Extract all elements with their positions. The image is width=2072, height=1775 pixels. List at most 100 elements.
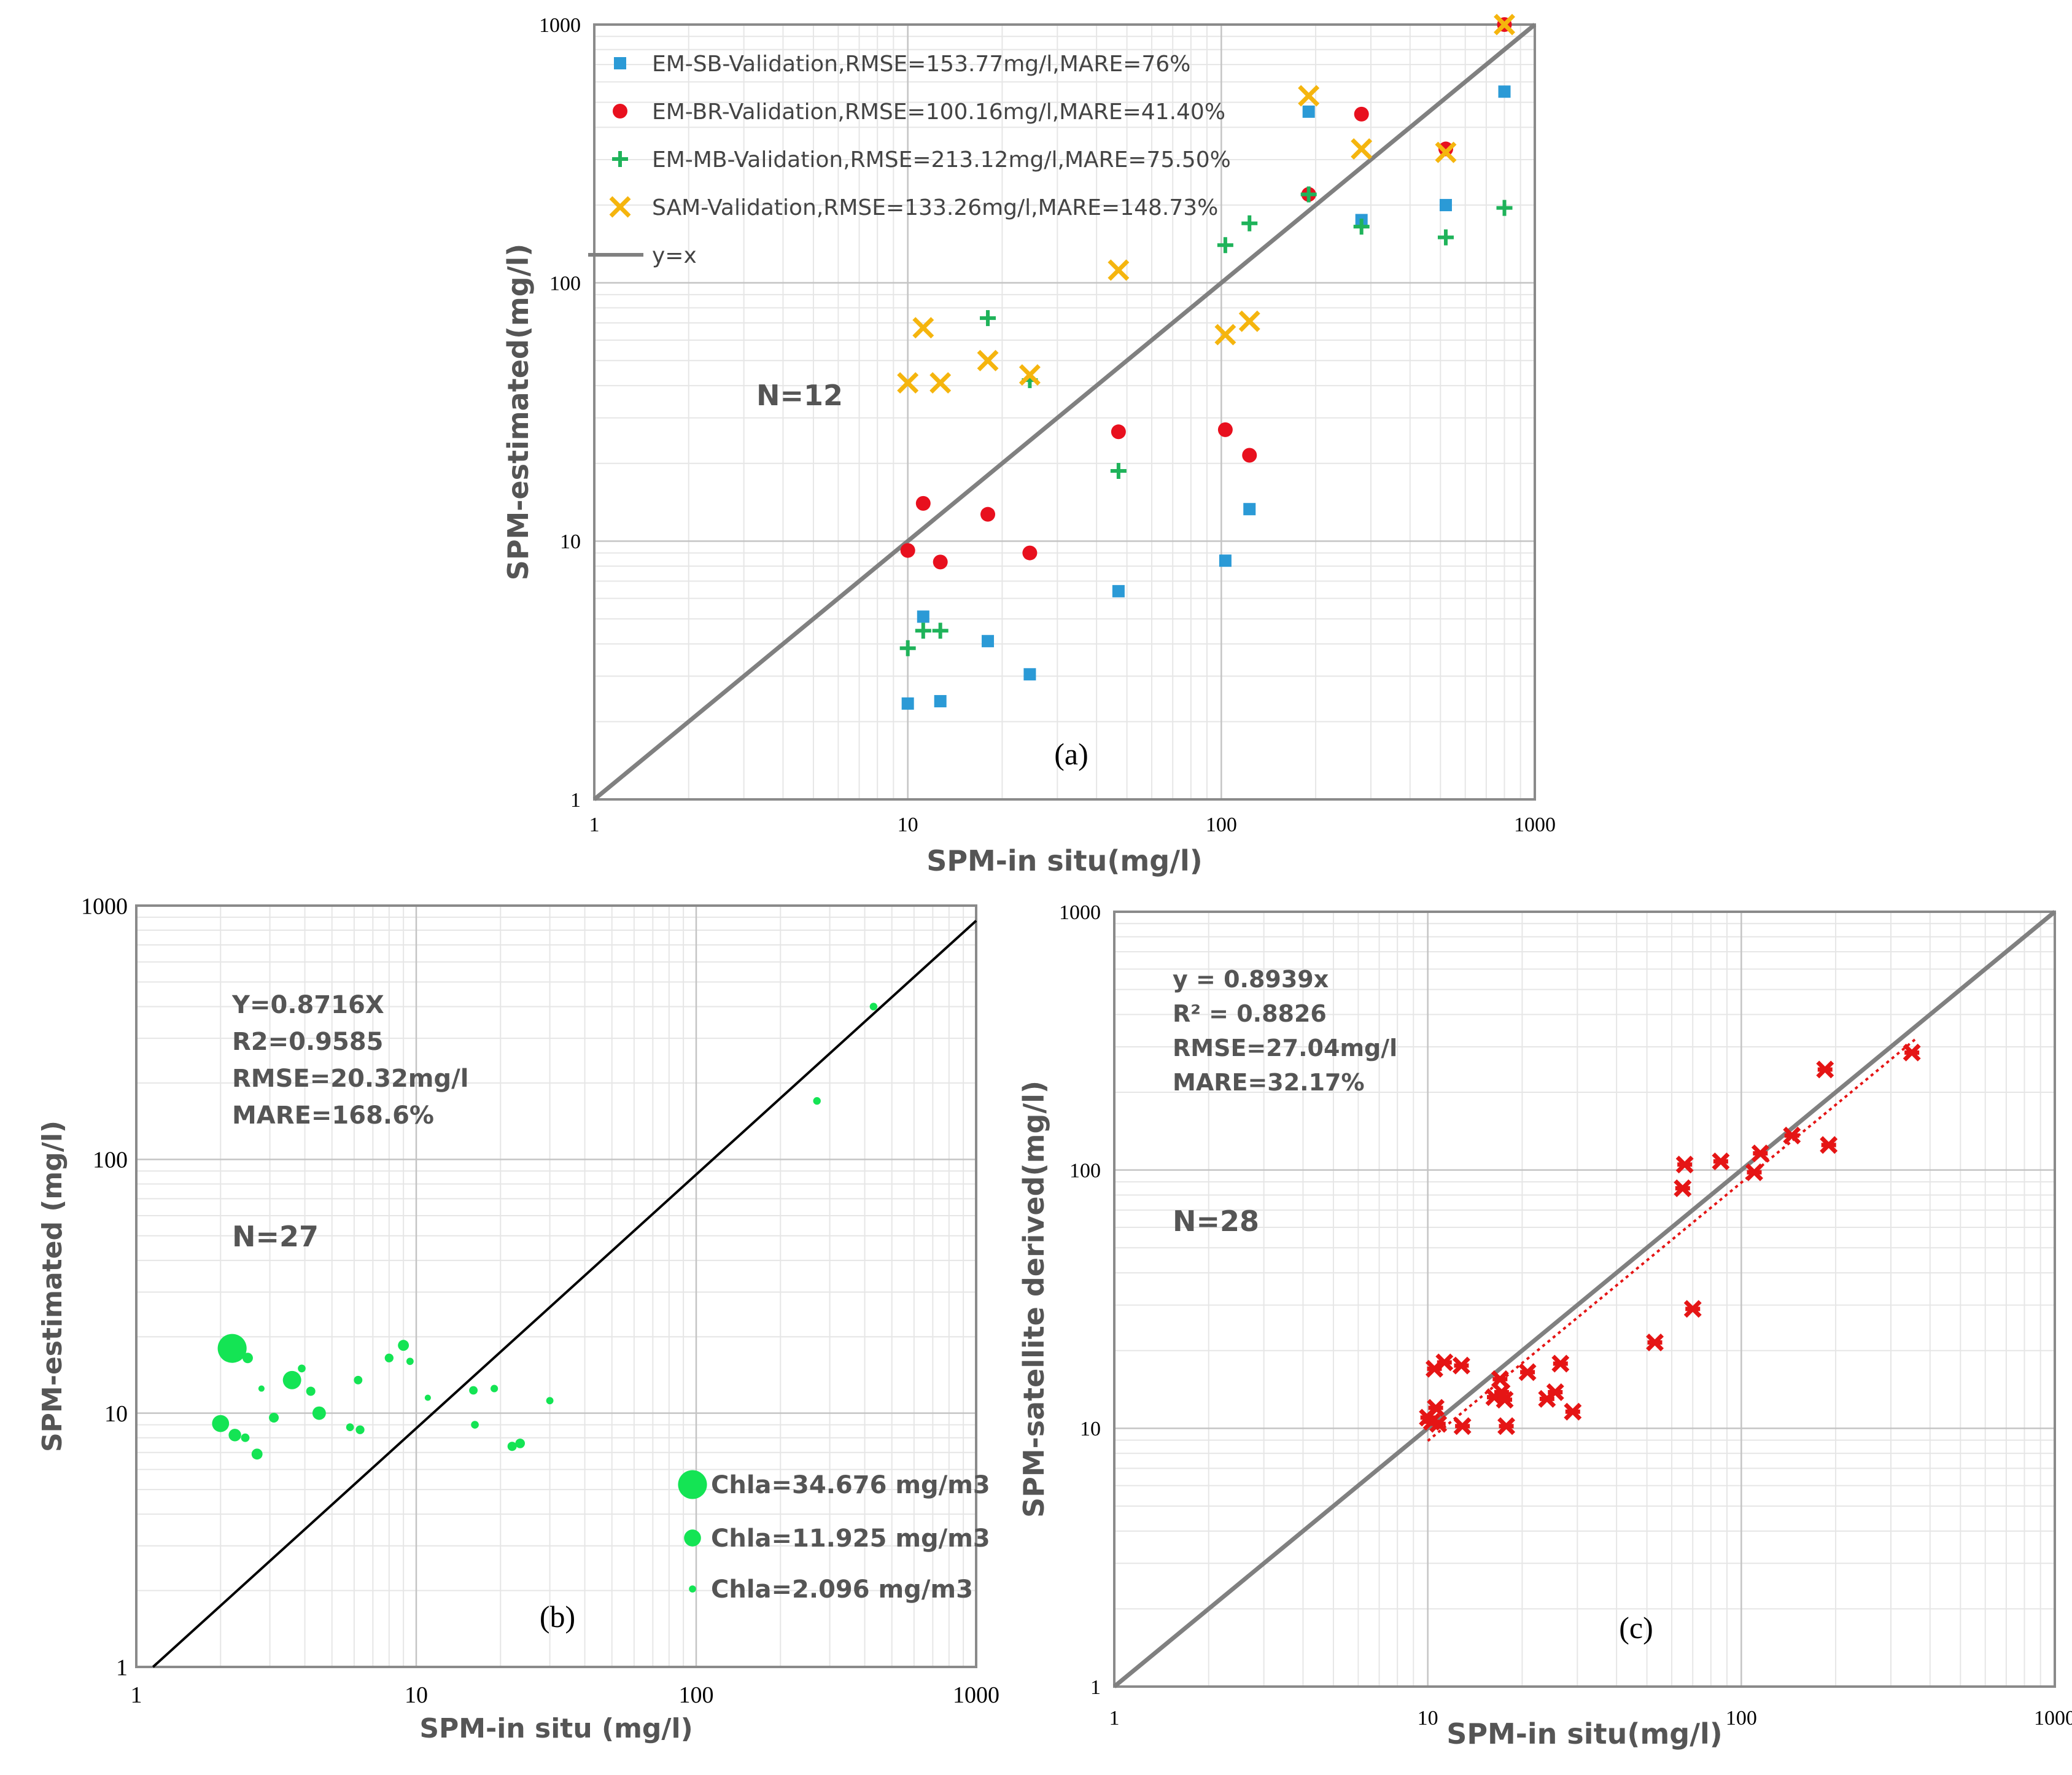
data-point xyxy=(242,1353,253,1364)
data-point xyxy=(298,1364,306,1373)
y-tick-label: 10 xyxy=(104,1401,128,1427)
stat-line: y = 0.8939x xyxy=(1173,966,1329,993)
y-tick-label: 10 xyxy=(1080,1418,1101,1440)
series-2 xyxy=(900,17,1512,570)
data-point xyxy=(1820,1136,1838,1154)
stat-line: MARE=168.6% xyxy=(232,1101,434,1130)
x-tick-label: 100 xyxy=(679,1682,714,1708)
plot-frame xyxy=(593,23,1536,801)
data-point xyxy=(258,1385,265,1392)
data-point xyxy=(241,1433,250,1442)
y-tick-label: 100 xyxy=(1069,1160,1101,1183)
data-point xyxy=(869,1003,878,1011)
legend-marker xyxy=(613,104,627,118)
stat-line: Y=0.8716X xyxy=(231,991,384,1019)
size-legend: Chla=34.676 mg/m3 Chla=11.925 mg/m3 Chla=2… xyxy=(678,1470,990,1604)
data-point xyxy=(1452,1356,1470,1375)
data-point xyxy=(251,1448,263,1460)
data-point xyxy=(1646,1334,1664,1351)
data-point xyxy=(1783,1127,1801,1144)
legend-label: y=x xyxy=(652,243,697,268)
data-point xyxy=(1217,422,1233,437)
legend-label: EM-SB-Validation,RMSE=153.77mg/l,MARE=76… xyxy=(652,52,1190,77)
data-point xyxy=(1023,668,1036,681)
panel-caption: (a) xyxy=(1054,737,1088,771)
y-tick-label: 1000 xyxy=(81,893,128,919)
data-point xyxy=(1453,1417,1472,1435)
data-point xyxy=(507,1442,517,1451)
data-point xyxy=(546,1397,554,1405)
legend-marker xyxy=(614,57,626,69)
data-point xyxy=(915,495,931,511)
data-point xyxy=(1214,324,1236,346)
legend-label: Chla=2.096 mg/m3 xyxy=(711,1575,973,1604)
y-axis-label: SPM-estimated(mg/l) xyxy=(502,244,535,581)
data-point xyxy=(1302,105,1315,118)
y-tick-label: 1 xyxy=(570,789,581,812)
data-point xyxy=(1019,364,1041,386)
legend-label: Chla=34.676 mg/m3 xyxy=(711,1471,990,1499)
data-point xyxy=(1110,462,1127,479)
x-tick-label: 1 xyxy=(1109,1707,1120,1730)
data-point xyxy=(1745,1163,1763,1181)
data-point xyxy=(1751,1144,1769,1163)
data-point xyxy=(1238,310,1260,332)
data-point xyxy=(406,1357,414,1365)
x-tick-label: 100 xyxy=(1206,814,1237,836)
data-point xyxy=(1496,1391,1514,1409)
stat-line: RMSE=27.04mg/l xyxy=(1173,1035,1397,1062)
data-point xyxy=(1353,219,1370,235)
data-point xyxy=(901,697,914,710)
x-tick-label: 10 xyxy=(1418,1707,1438,1730)
data-point xyxy=(1518,1363,1537,1381)
data-point xyxy=(1564,1402,1582,1421)
data-point xyxy=(1241,215,1258,231)
x-tick-label: 1000 xyxy=(953,1682,999,1708)
data-point xyxy=(1674,1179,1692,1197)
legend-bubble xyxy=(689,1585,696,1593)
series-3 xyxy=(899,186,1513,656)
legend: EM-SB-Validation,RMSE=153.77mg/l,MARE=76… xyxy=(588,52,1231,268)
y-equals-x-line xyxy=(1112,910,2057,1688)
data-point xyxy=(1217,237,1233,254)
x-axis-label: SPM-in situ(mg/l) xyxy=(1446,1717,1723,1750)
y-tick-label: 100 xyxy=(93,1148,128,1173)
data-point xyxy=(1546,1383,1564,1401)
y-tick-label: 1 xyxy=(116,1655,128,1680)
data-point xyxy=(1494,14,1515,36)
data-point xyxy=(1683,1300,1702,1318)
regression-line xyxy=(1427,1038,1917,1442)
data-point xyxy=(1429,1415,1448,1433)
data-point xyxy=(1435,141,1457,163)
data-point xyxy=(471,1421,479,1429)
data-point xyxy=(980,310,996,327)
x-axis-label: SPM-in situ(mg/l) xyxy=(926,844,1203,877)
data-point xyxy=(900,543,915,558)
data-point xyxy=(1242,448,1257,463)
data-point xyxy=(1438,141,1453,157)
sample-count: N=28 xyxy=(1173,1205,1259,1238)
x-tick-label: 100 xyxy=(1726,1707,1757,1730)
legend-bubble xyxy=(684,1529,701,1547)
stat-line: MARE=32.17% xyxy=(1173,1069,1365,1096)
data-point xyxy=(1435,1353,1454,1372)
data-point xyxy=(1351,138,1373,160)
legend-marker xyxy=(609,196,631,218)
data-point xyxy=(346,1423,354,1431)
stat-line: R2=0.9585 xyxy=(232,1028,384,1056)
legend-label: EM-BR-Validation,RMSE=100.16mg/l,MARE=41… xyxy=(652,99,1225,125)
data-point xyxy=(1675,1155,1694,1174)
sample-count: N=27 xyxy=(232,1220,319,1253)
x-axis-label: SPM-in situ (mg/l) xyxy=(419,1713,693,1744)
data-point xyxy=(980,507,996,522)
data-point xyxy=(1243,503,1256,516)
plot-frame xyxy=(135,904,977,1668)
series-1 xyxy=(901,85,1511,710)
x-tick-label: 1000 xyxy=(1514,814,1556,836)
legend-label: SAM-Validation,RMSE=133.26mg/l,MARE=148.… xyxy=(652,195,1218,220)
data-point xyxy=(212,1415,230,1432)
data-point xyxy=(932,623,949,639)
legend-label: EM-MB-Validation,RMSE=213.12mg/l,MARE=75… xyxy=(652,147,1231,173)
data-point xyxy=(282,1370,301,1389)
